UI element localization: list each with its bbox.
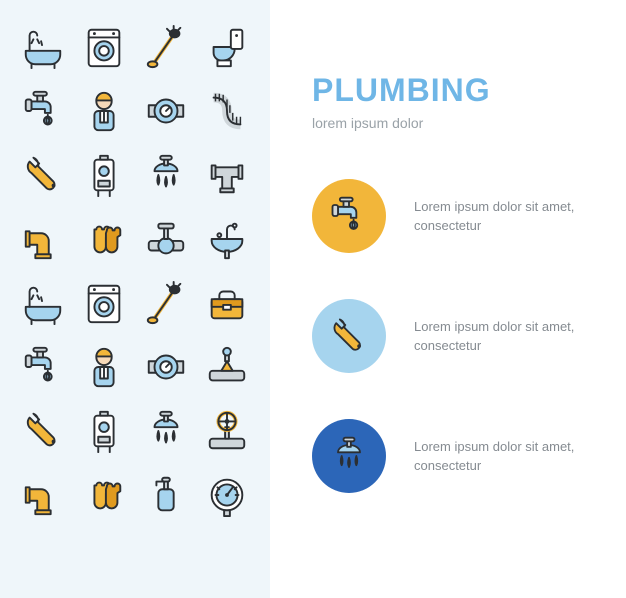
feature-row: Lorem ipsum dolor sit amet, consectetur — [312, 299, 590, 373]
feature-text: Lorem ipsum dolor sit amet, consectetur — [414, 317, 590, 356]
pipe-tee-icon — [201, 149, 253, 201]
plunger-brush-icon — [140, 277, 192, 329]
content-panel: PLUMBING lorem ipsum dolor Lorem ipsum d… — [270, 0, 626, 598]
toilet-icon — [201, 21, 253, 73]
water-meter-icon — [140, 85, 192, 137]
plunger-brush-icon — [140, 21, 192, 73]
water-heater-icon — [78, 149, 130, 201]
plumber-icon — [78, 341, 130, 393]
shower-head-icon — [140, 149, 192, 201]
washing-machine-icon — [78, 21, 130, 73]
page-title: PLUMBING — [312, 72, 590, 109]
valve-icon — [140, 213, 192, 265]
pipe-elbow-icon — [17, 213, 69, 265]
feature-text: Lorem ipsum dolor sit amet, consectetur — [414, 197, 590, 236]
flex-pipe-icon — [201, 85, 253, 137]
pipe-elbow-icon — [17, 469, 69, 521]
stop-valve-icon — [201, 341, 253, 393]
bathtub-icon — [17, 277, 69, 329]
pressure-gauge-icon — [201, 469, 253, 521]
bathtub-icon — [17, 21, 69, 73]
page-subtitle: lorem ipsum dolor — [312, 115, 590, 131]
gloves-icon — [78, 213, 130, 265]
pipe-wrench-icon — [17, 149, 69, 201]
plumber-icon — [78, 85, 130, 137]
water-meter-icon — [140, 341, 192, 393]
soap-dispenser-icon — [140, 469, 192, 521]
water-heater-icon — [78, 405, 130, 457]
faucet-icon — [17, 85, 69, 137]
shower-head-icon — [140, 405, 192, 457]
wheel-valve-icon — [201, 405, 253, 457]
feature-text: Lorem ipsum dolor sit amet, consectetur — [414, 437, 590, 476]
sink-icon — [201, 213, 253, 265]
gloves-icon — [78, 469, 130, 521]
feature-row: Lorem ipsum dolor sit amet, consectetur — [312, 179, 590, 253]
feature-badge-shower-icon — [312, 419, 386, 493]
pipe-wrench-icon — [17, 405, 69, 457]
washing-machine-icon — [78, 277, 130, 329]
feature-row: Lorem ipsum dolor sit amet, consectetur — [312, 419, 590, 493]
icon-grid-panel — [0, 0, 270, 598]
feature-badge-faucet-icon — [312, 179, 386, 253]
feature-badge-wrench-icon — [312, 299, 386, 373]
toolbox-icon — [201, 277, 253, 329]
faucet-icon — [17, 341, 69, 393]
